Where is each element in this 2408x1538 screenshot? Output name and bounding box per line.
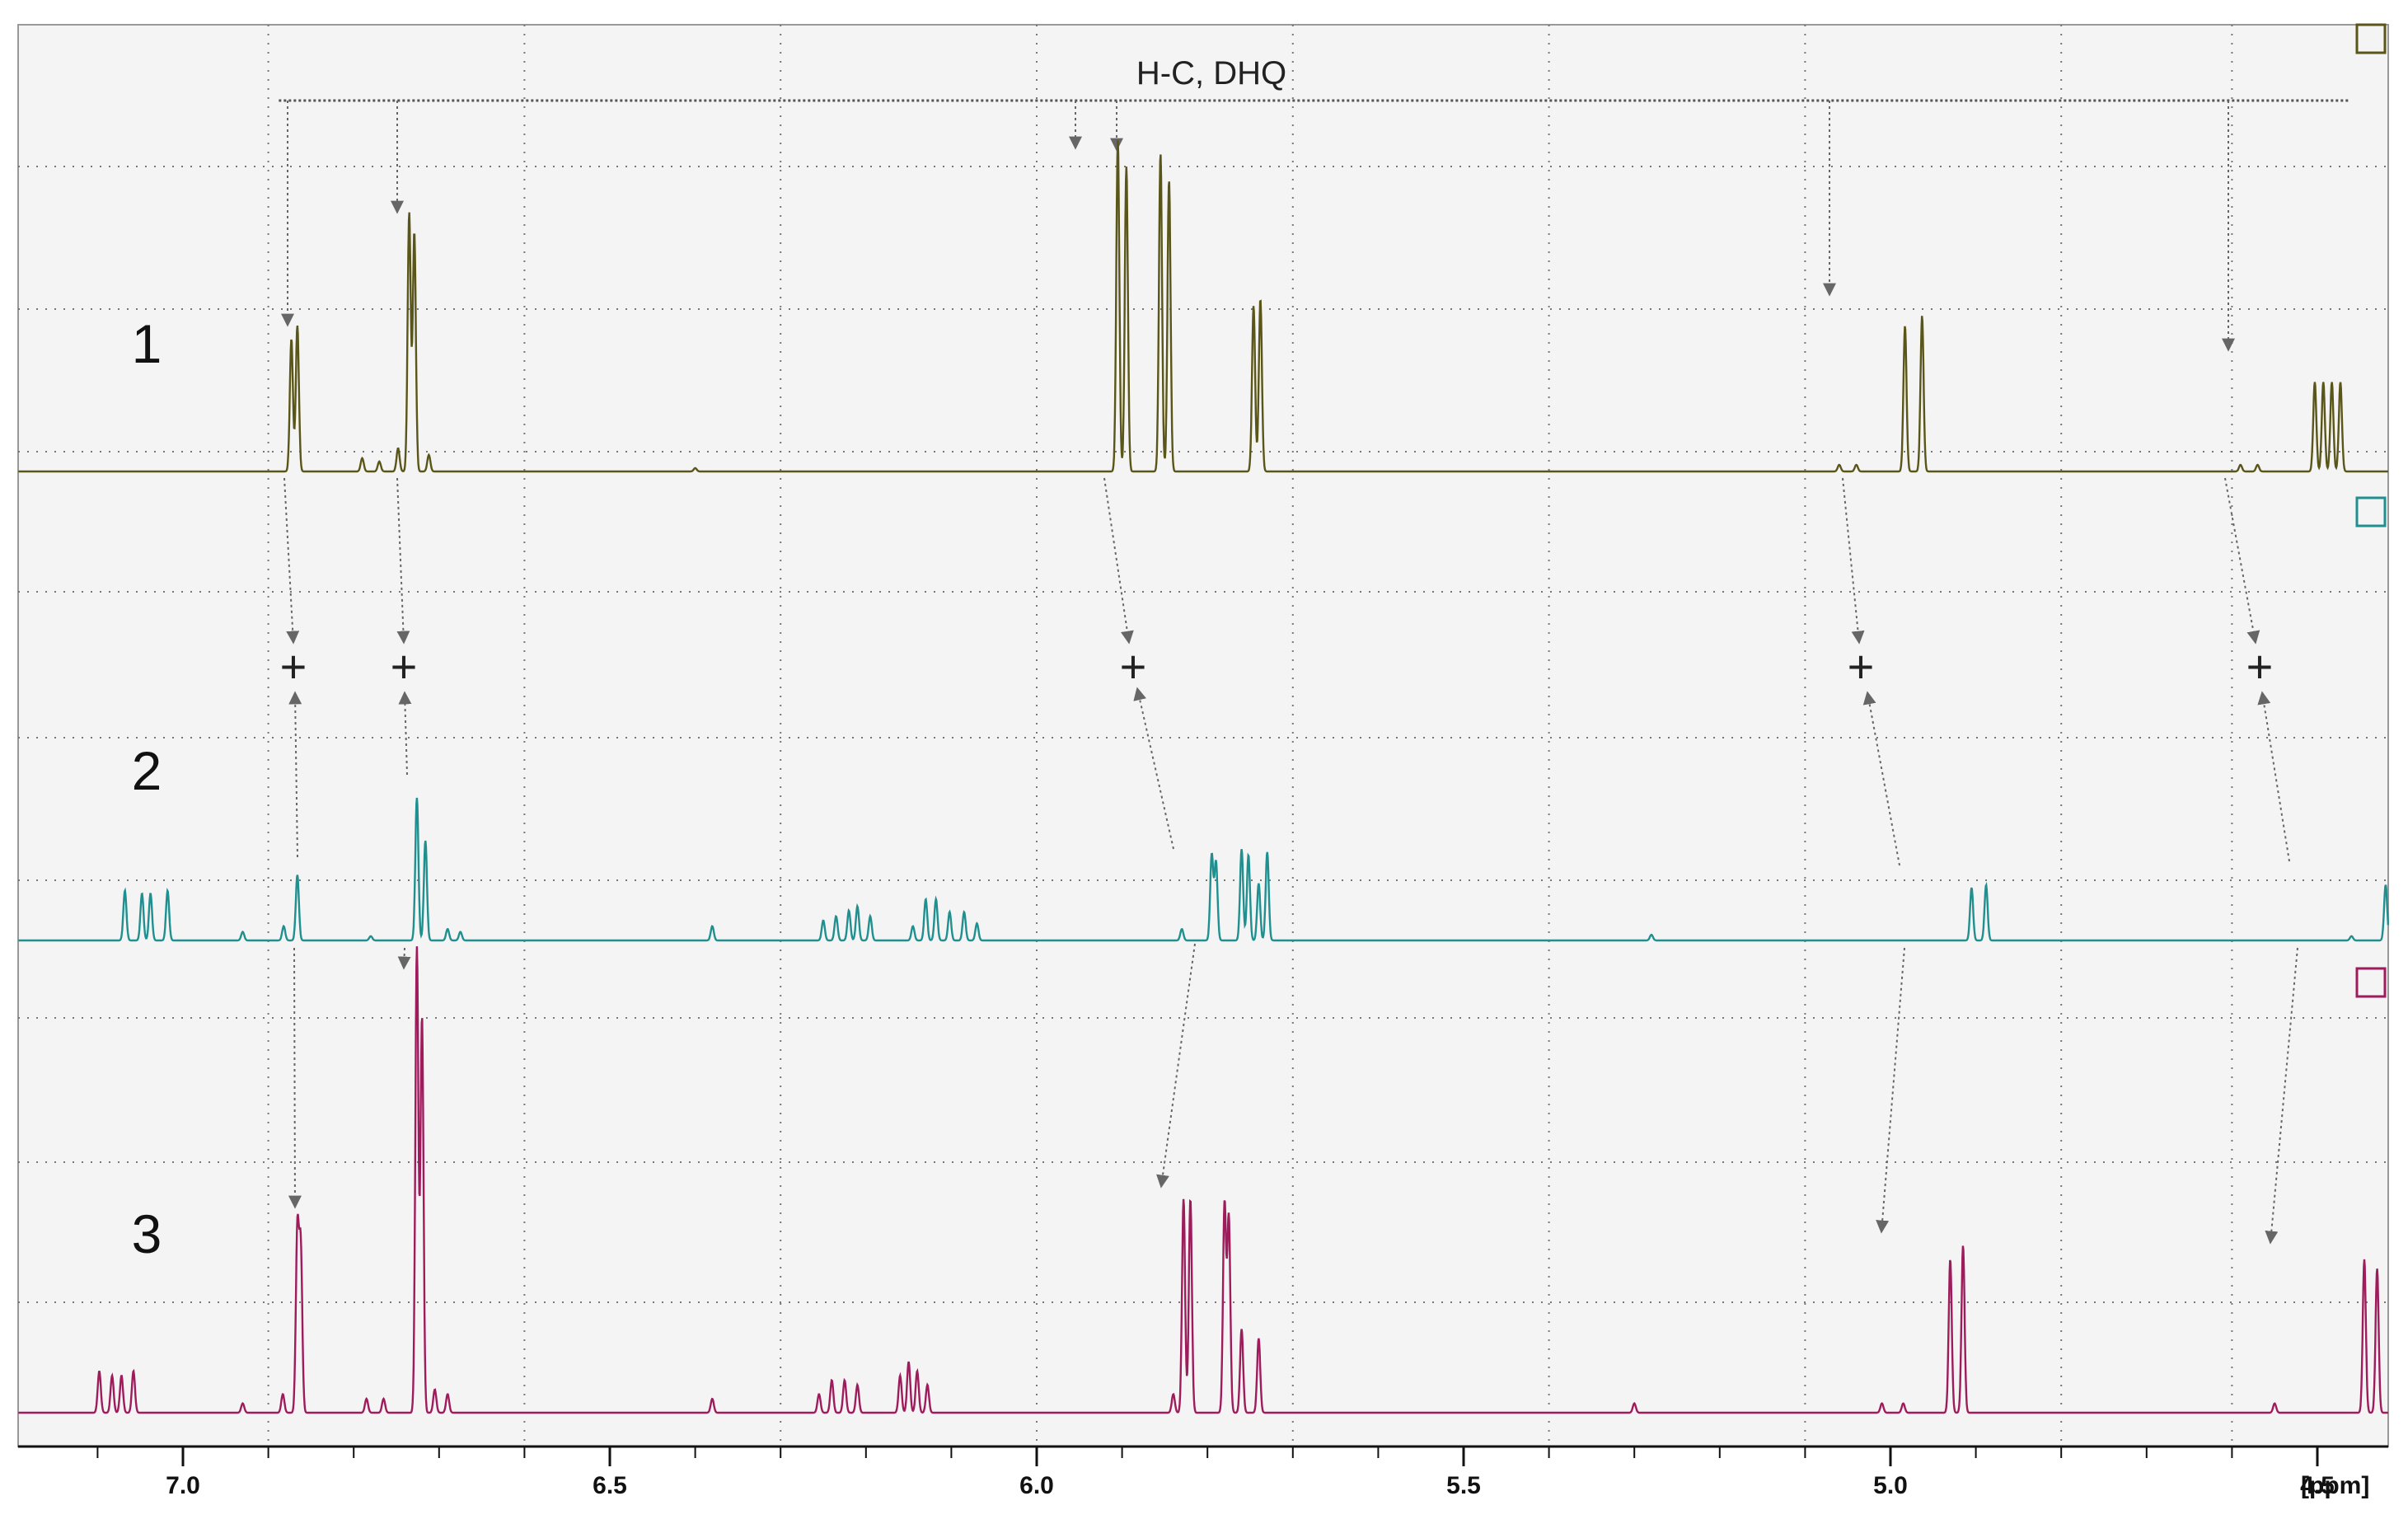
x-axis: 7.0 6.5 6.0 5.5 5.0 4.5 bbox=[18, 1445, 2388, 1499]
correlation-arrows-layer bbox=[279, 99, 2350, 1245]
x-axis-unit-label: [ppm] bbox=[2301, 1472, 2369, 1499]
plus-mark: + bbox=[280, 640, 307, 692]
plus-mark: + bbox=[1848, 640, 1875, 692]
correlation-arrow bbox=[2224, 477, 2260, 645]
spectrum-trace-3 bbox=[18, 946, 2388, 1414]
correlation-arrow bbox=[1862, 691, 1900, 866]
plus-mark: + bbox=[1120, 640, 1147, 692]
plus-mark: + bbox=[2246, 640, 2274, 692]
spectrum-trace-2 bbox=[18, 797, 2390, 942]
trace-label-1: 1 bbox=[132, 313, 162, 374]
x-tick-label: 4.5 bbox=[2300, 1472, 2335, 1499]
trace-label-2: 2 bbox=[132, 740, 162, 801]
x-tick-label: 6.0 bbox=[1019, 1472, 1054, 1499]
correlation-arrow bbox=[1133, 687, 1174, 850]
x-tick-label: 6.5 bbox=[593, 1472, 627, 1499]
x-tick-label: 5.5 bbox=[1446, 1472, 1481, 1499]
trace-swatch-3 bbox=[2355, 967, 2387, 998]
plus-mark: + bbox=[391, 640, 418, 692]
correlation-arrow bbox=[396, 477, 410, 645]
grid-layer bbox=[17, 24, 2389, 1447]
x-tick-label: 5.0 bbox=[1873, 1472, 1908, 1499]
labels-layer: 1 2 3 + + + + + bbox=[132, 313, 2274, 1264]
correlation-arrow bbox=[1103, 477, 1134, 645]
correlation-arrow bbox=[1842, 477, 1865, 645]
trace-swatch-1 bbox=[2355, 23, 2387, 54]
traces-layer bbox=[18, 23, 2390, 1414]
correlation-arrow bbox=[398, 691, 412, 776]
correlation-arrow bbox=[1156, 943, 1196, 1189]
trace-label-3: 3 bbox=[132, 1203, 162, 1264]
plot-area bbox=[17, 24, 2389, 1447]
correlation-arrow bbox=[288, 691, 302, 858]
correlation-arrow bbox=[1876, 947, 1905, 1234]
spectrum-trace-1 bbox=[18, 140, 2388, 473]
correlation-arrow bbox=[283, 477, 300, 645]
trace-swatch-2 bbox=[2355, 496, 2387, 528]
annotation-label: H-C, DHQ bbox=[1136, 55, 1286, 91]
x-tick-label: 7.0 bbox=[166, 1472, 200, 1499]
